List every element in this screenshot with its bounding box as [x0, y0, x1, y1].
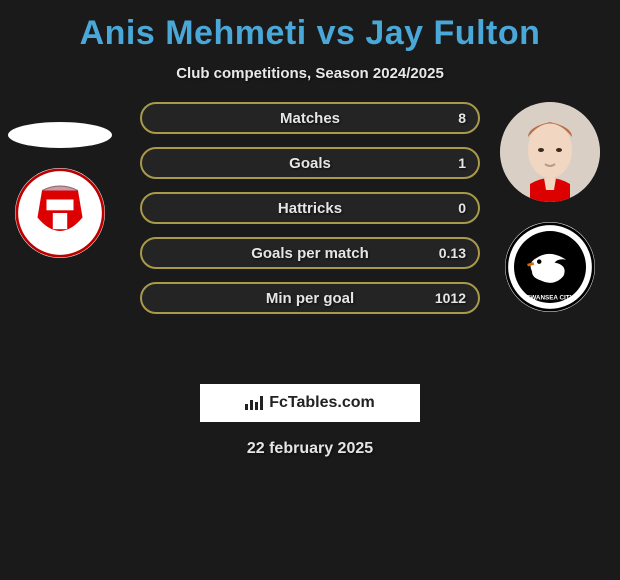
stat-label: Matches: [280, 110, 340, 127]
player-photo-right: [500, 102, 600, 202]
svg-text:SWANSEA CITY: SWANSEA CITY: [526, 294, 574, 301]
date-line: 22 february 2025: [0, 440, 620, 458]
stat-label: Min per goal: [266, 290, 354, 307]
stat-right-value: 0: [458, 200, 466, 216]
swansea-city-crest-icon: SWANSEA CITY: [505, 222, 595, 312]
branding-badge[interactable]: FcTables.com: [200, 384, 420, 422]
stat-label: Hattricks: [278, 200, 342, 217]
stat-row-goals: Goals 1: [140, 147, 480, 179]
stat-row-hattricks: Hattricks 0: [140, 192, 480, 224]
stats-list: Matches 8 Goals 1 Hattricks 0 Goals per …: [140, 102, 480, 314]
left-column: [0, 102, 120, 258]
subtitle: Club competitions, Season 2024/2025: [0, 65, 620, 82]
stat-label: Goals: [289, 155, 331, 172]
stat-label: Goals per match: [251, 245, 369, 262]
stat-row-goals-per-match: Goals per match 0.13: [140, 237, 480, 269]
stat-right-value: 1: [458, 155, 466, 171]
stat-right-value: 0.13: [439, 245, 466, 261]
stat-right-value: 1012: [435, 290, 466, 306]
page-title: Anis Mehmeti vs Jay Fulton: [0, 14, 620, 53]
stat-row-matches: Matches 8: [140, 102, 480, 134]
branding-text: FcTables.com: [269, 394, 375, 412]
comparison-card: Anis Mehmeti vs Jay Fulton Club competit…: [0, 0, 620, 580]
main-area: Matches 8 Goals 1 Hattricks 0 Goals per …: [0, 102, 620, 362]
player-face-icon: [500, 102, 600, 202]
bristol-city-crest-icon: [15, 168, 105, 258]
club-badge-left: [15, 168, 105, 258]
right-column: SWANSEA CITY: [490, 102, 610, 312]
stat-right-value: 8: [458, 110, 466, 126]
club-badge-right: SWANSEA CITY: [505, 222, 595, 312]
chart-icon: [245, 396, 263, 410]
stat-row-min-per-goal: Min per goal 1012: [140, 282, 480, 314]
player-photo-left: [8, 122, 112, 148]
